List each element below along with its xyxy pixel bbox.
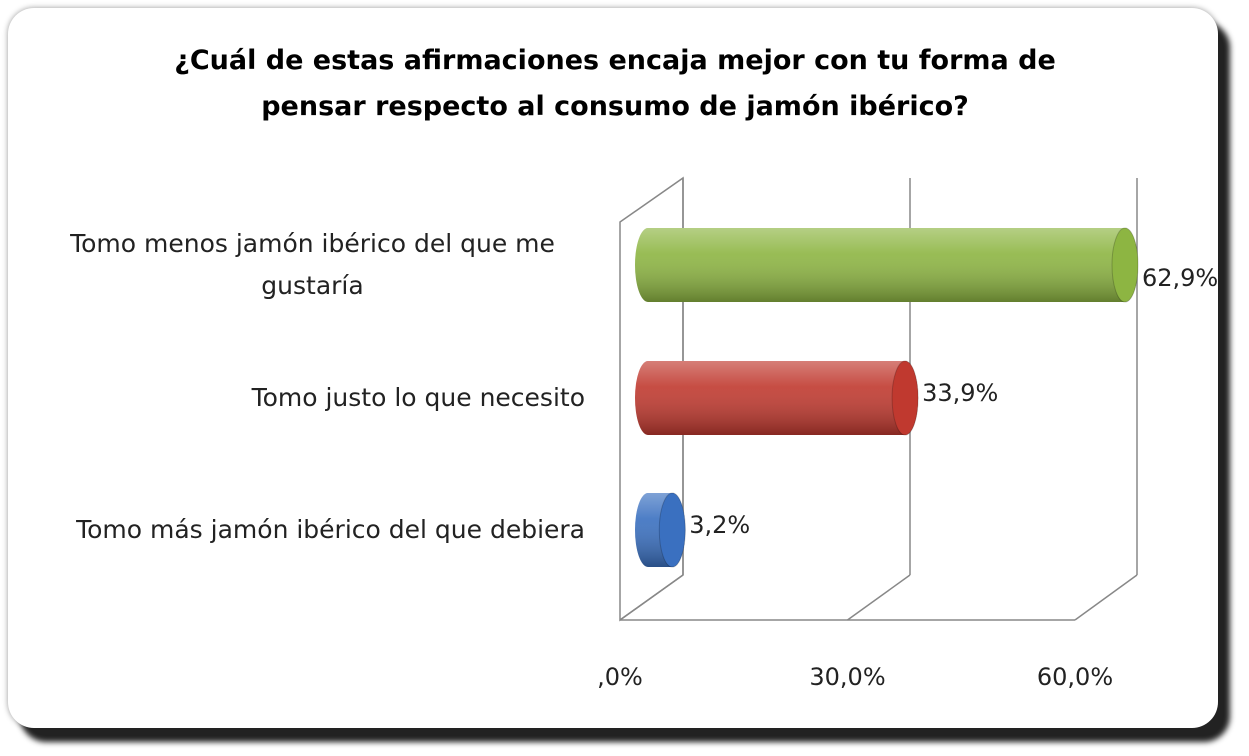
value-label: 3,2% bbox=[689, 511, 750, 539]
grid-floor-line bbox=[619, 574, 684, 621]
category-label: Tomo justo lo que necesito bbox=[252, 377, 585, 419]
category-text: Tomo más jamón ibérico del que debiera bbox=[76, 515, 585, 544]
chart-card bbox=[8, 8, 1218, 728]
category-text: Tomo justo lo que necesito bbox=[251, 383, 585, 412]
category-label: Tomo más jamón ibérico del que debiera bbox=[76, 509, 585, 551]
bar bbox=[635, 360, 919, 436]
bar-shade bbox=[635, 228, 1138, 303]
value-label: 33,9% bbox=[922, 379, 998, 407]
bar-shade bbox=[635, 361, 919, 435]
chart-title: ¿Cuál de estas afirmaciones encaja mejor… bbox=[174, 45, 1056, 122]
value-label: 62,9% bbox=[1142, 264, 1218, 292]
category-text: Tomo menos jamón ibérico del que me gust… bbox=[70, 229, 555, 300]
grid-floor-line bbox=[847, 574, 911, 621]
bar bbox=[635, 227, 1139, 303]
bar-cap bbox=[658, 492, 686, 568]
grid-floor-line bbox=[1074, 574, 1138, 621]
x-tick-label: 30,0% bbox=[809, 663, 885, 691]
x-tick-label: 60,0% bbox=[1037, 663, 1113, 691]
bar-cap bbox=[1111, 227, 1139, 303]
bar-cap bbox=[891, 360, 919, 436]
bar bbox=[635, 492, 686, 568]
x-tick-label: ,0% bbox=[597, 663, 643, 691]
category-label: Tomo menos jamón ibérico del que me gust… bbox=[40, 223, 585, 307]
